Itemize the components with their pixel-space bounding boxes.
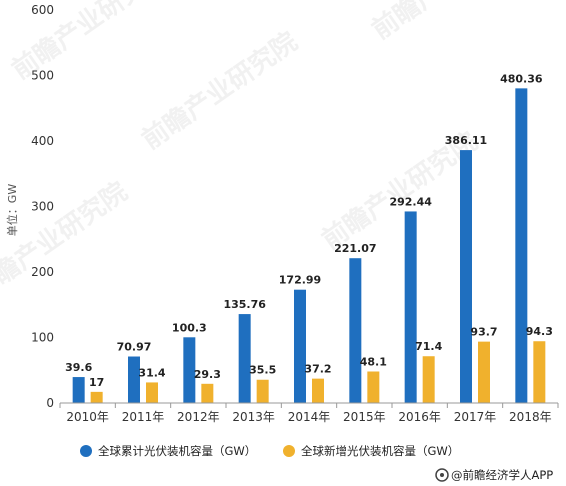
- logo-icon: [435, 468, 449, 482]
- y-tick-label: 200: [31, 265, 54, 279]
- y-tick-label: 500: [31, 69, 54, 83]
- x-tick-label: 2015年: [343, 410, 386, 424]
- bar-series1: [72, 377, 85, 403]
- source-text: @前瞻经济学人APP: [451, 468, 553, 482]
- x-tick-label: 2014年: [288, 410, 331, 424]
- bar-series1: [128, 356, 140, 403]
- watermark-text: 前瞻产业研究院: [136, 26, 303, 156]
- bar-series1: [294, 289, 306, 403]
- x-tick-label: 2012年: [177, 410, 220, 424]
- y-axis-label: 单位：GW: [5, 184, 19, 237]
- legend-label: 全球累计光伏装机容量（GW）: [98, 444, 256, 458]
- data-label: 386.11: [445, 134, 487, 147]
- data-label: 93.7: [470, 326, 497, 339]
- y-tick-label: 0: [46, 396, 54, 410]
- data-label: 17: [89, 376, 104, 389]
- x-axis: 2010年 2011年 2012年 2013年 2014年 2015年 2016年 2017年…: [59, 402, 559, 424]
- data-label: 39.6: [65, 361, 92, 374]
- bar-series2: [90, 391, 103, 403]
- bar-series2: [256, 379, 269, 403]
- x-tick-label: 2018年: [509, 410, 552, 424]
- x-tick-label: 2013年: [232, 410, 275, 424]
- bar-series1: [238, 314, 251, 403]
- y-tick-label: 400: [31, 134, 54, 148]
- bar-series1: [349, 258, 362, 403]
- x-tick-label: 2016年: [398, 410, 441, 424]
- x-tick-label: 2011年: [122, 410, 165, 424]
- data-label: 31.4: [138, 366, 165, 379]
- data-label: 172.99: [279, 274, 321, 287]
- x-tick-label: 2010年: [66, 410, 109, 424]
- source-credit: @前瞻经济学人APP: [435, 468, 553, 482]
- bar-series2: [422, 356, 435, 403]
- legend-marker: [80, 445, 92, 457]
- data-label: 480.36: [500, 72, 543, 85]
- x-tick-label: 2017年: [454, 410, 497, 424]
- bar-series2: [533, 341, 546, 403]
- legend-label: 全球新增光伏装机容量（GW）: [301, 444, 459, 458]
- bar-series2: [478, 341, 490, 403]
- bar-series1: [404, 211, 417, 403]
- bars-layer: 39.6 70.97 100.3 135.76 172.99 221.07 292.44 38…: [65, 72, 553, 403]
- data-label: 37.2: [304, 363, 331, 376]
- legend: 全球累计光伏装机容量（GW） 全球新增光伏装机容量（GW）: [80, 444, 459, 458]
- y-tick-label: 600: [31, 3, 54, 17]
- data-label: 35.5: [249, 364, 276, 377]
- data-label: 135.76: [223, 298, 266, 311]
- data-label: 221.07: [334, 242, 376, 255]
- watermark-text: 前瞻产业研究院: [366, 0, 533, 46]
- bar-series1: [515, 88, 528, 403]
- bar-series1: [460, 150, 472, 403]
- watermark-text: 前瞻产业研究院: [0, 176, 133, 306]
- bar-series2: [201, 383, 214, 403]
- data-label: 70.97: [117, 341, 152, 354]
- y-tick-label: 100: [31, 331, 54, 345]
- data-label: 100.3: [172, 321, 207, 334]
- bar-series2: [312, 378, 324, 403]
- bar-series2: [367, 371, 380, 403]
- y-tick-label: 300: [31, 200, 54, 214]
- bar-series1: [183, 337, 196, 403]
- data-label: 71.4: [415, 340, 442, 353]
- data-label: 94.3: [526, 325, 553, 338]
- data-label: 48.1: [360, 355, 387, 368]
- data-label: 292.44: [389, 195, 432, 208]
- legend-marker: [283, 445, 295, 457]
- y-axis: 0 100 200 300 400 500 600: [31, 3, 54, 410]
- watermark-layer: 前瞻产业研究院前瞻产业研究院前瞻产业研究院前瞻产业研究院前瞻产业研究院: [0, 0, 533, 306]
- data-label: 29.3: [194, 368, 221, 381]
- bar-series2: [146, 382, 158, 403]
